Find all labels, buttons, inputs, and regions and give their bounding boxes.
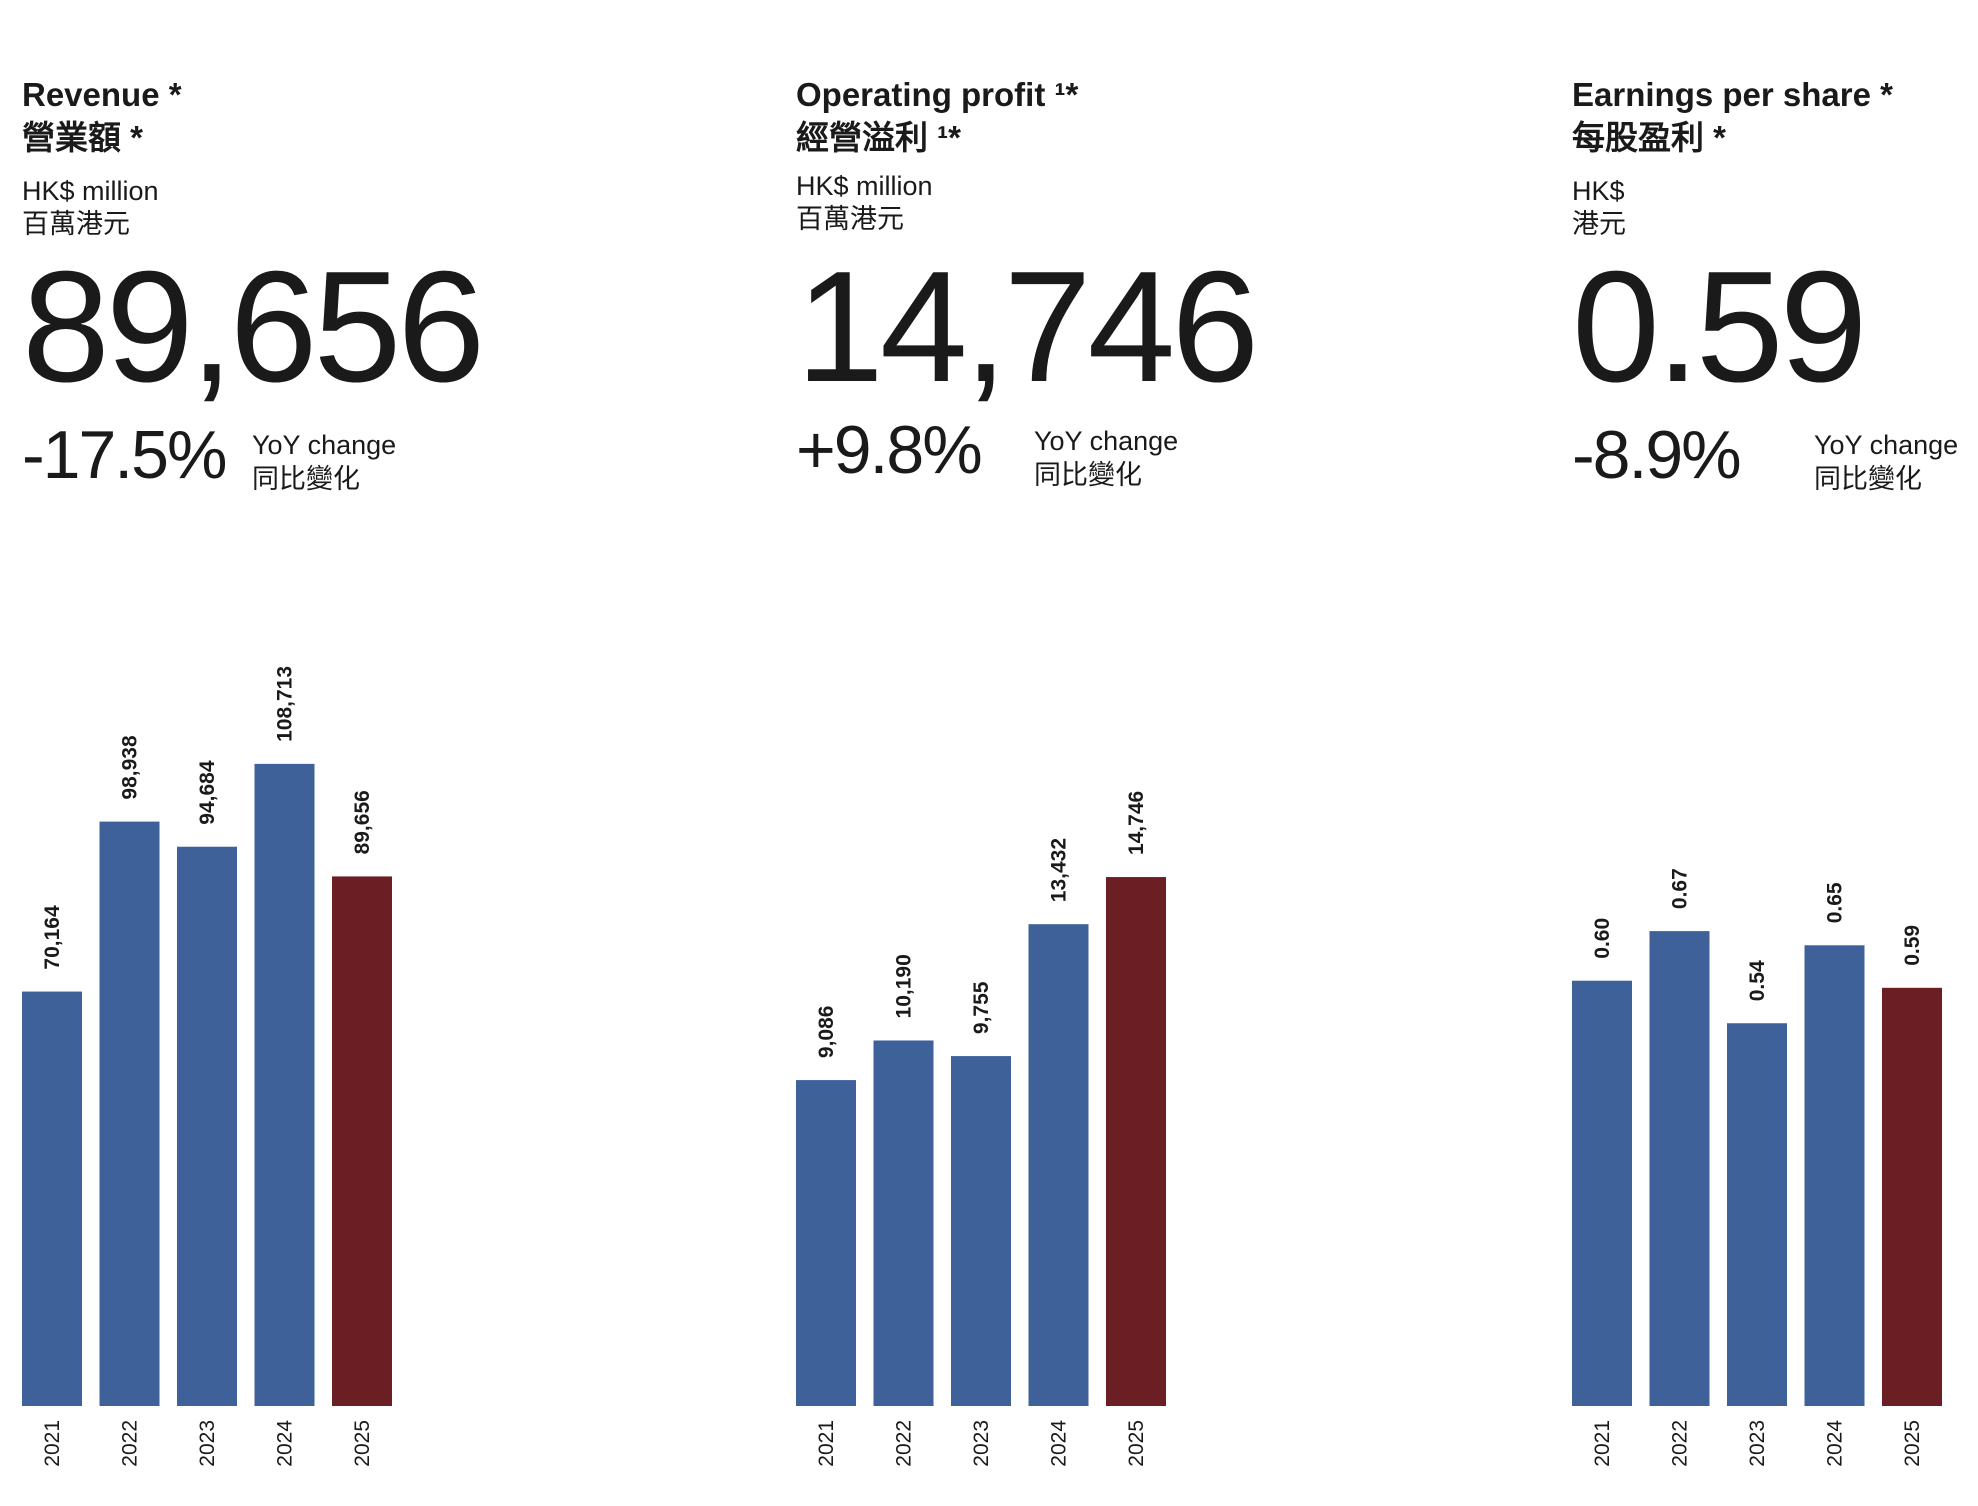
eps-unit-en: HK$ [1572, 176, 1625, 206]
eps-title-zh: 每股盈利 * [1572, 119, 1727, 156]
revenue-yoy-label-en: YoY change [252, 430, 397, 460]
bar-2022 [99, 821, 160, 1406]
revenue-title: Revenue * 營業額 * [22, 73, 182, 159]
bar-value-label: 9,086 [815, 1006, 838, 1059]
eps-title: Earnings per share * 每股盈利 * [1572, 73, 1893, 159]
year-tick-label: 2025 [1901, 1420, 1924, 1467]
bar-value-label: 70,164 [41, 905, 64, 970]
bar-2021 [1572, 980, 1632, 1406]
eps-value: 0.59 [1572, 239, 1868, 415]
bar-2022 [873, 1040, 934, 1406]
bar-value-label: 94,684 [196, 760, 219, 825]
revenue-value: 89,656 [22, 239, 485, 415]
operating-profit-bar-chart: 9,086 2021 10,190 2022 9,755 2023 13,432 2024 14… [796, 791, 1166, 1467]
eps-unit: HK$ 港元 [1572, 175, 1626, 241]
bar-2025 [332, 876, 392, 1406]
year-tick-label: 2023 [970, 1420, 993, 1467]
year-tick-label: 2024 [1048, 1420, 1071, 1467]
revenue-yoy-label: YoY change 同比變化 [252, 428, 396, 496]
bar-value-label: 89,656 [351, 790, 374, 854]
revenue-panel: Revenue * 營業額 * HK$ million 百萬港元 89,656 … [22, 0, 662, 1506]
bar-value-label: 0.67 [1669, 868, 1692, 909]
operating-profit-unit: HK$ million 百萬港元 [796, 170, 933, 236]
bar-value-label: 10,190 [893, 954, 916, 1018]
bar-2023 [177, 846, 237, 1406]
bar-2022 [1649, 931, 1710, 1406]
bar-value-label: 0.59 [1901, 925, 1924, 966]
bar-value-label: 13,432 [1048, 838, 1071, 902]
operating-profit-title-en: Operating profit ¹* [796, 76, 1079, 113]
bar-value-label: 0.54 [1746, 960, 1769, 1001]
year-tick-label: 2024 [1824, 1420, 1847, 1467]
year-tick-label: 2025 [1125, 1420, 1148, 1467]
bar-value-label: 98,938 [119, 735, 142, 800]
year-tick-label: 2025 [351, 1420, 374, 1467]
operating-profit-value: 14,746 [796, 239, 1259, 415]
bar-2025 [1106, 877, 1166, 1406]
operating-profit-yoy-label-en: YoY change [1034, 426, 1179, 456]
year-tick-label: 2024 [274, 1420, 297, 1467]
bar-value-label: 14,746 [1125, 791, 1148, 855]
operating-profit-yoy-label: YoY change 同比變化 [1034, 424, 1178, 492]
operating-profit-panel: Operating profit ¹* 經營溢利 ¹* HK$ million … [796, 0, 1436, 1506]
revenue-unit-en: HK$ million [22, 176, 159, 206]
revenue-title-en: Revenue * [22, 76, 182, 113]
bar-2024 [1804, 945, 1865, 1406]
eps-yoy: -8.9% [1572, 417, 1742, 493]
bar-2021 [22, 991, 82, 1406]
revenue-title-zh: 營業額 * [22, 119, 144, 156]
year-tick-label: 2021 [1591, 1420, 1614, 1467]
operating-profit-unit-zh: 百萬港元 [796, 204, 904, 234]
eps-yoy-label-zh: 同比變化 [1814, 464, 1922, 494]
eps-panel: Earnings per share * 每股盈利 * HK$ 港元 0.59 … [1572, 0, 1972, 1506]
operating-profit-title: Operating profit ¹* 經營溢利 ¹* [796, 73, 1078, 159]
bar-value-label: 0.60 [1591, 918, 1614, 959]
bar-value-label: 108,713 [274, 666, 297, 742]
revenue-unit-zh: 百萬港元 [22, 209, 130, 239]
operating-profit-yoy: +9.8% [796, 412, 983, 488]
operating-profit-yoy-label-zh: 同比變化 [1034, 460, 1142, 490]
operating-profit-unit-en: HK$ million [796, 171, 933, 201]
bar-2024 [254, 763, 315, 1406]
bar-2025 [1882, 987, 1942, 1406]
revenue-yoy: -17.5% [22, 417, 227, 493]
bar-2021 [796, 1080, 856, 1406]
revenue-unit: HK$ million 百萬港元 [22, 175, 159, 241]
bar-value-label: 9,755 [970, 981, 993, 1034]
bar-2023 [951, 1056, 1011, 1406]
bar-2023 [1727, 1023, 1787, 1406]
revenue-bar-chart: 70,164 2021 98,938 2022 94,684 2023 108,713 202… [22, 666, 392, 1467]
operating-profit-title-zh: 經營溢利 ¹* [796, 119, 961, 156]
eps-yoy-label-en: YoY change [1814, 430, 1959, 460]
eps-title-en: Earnings per share * [1572, 76, 1893, 113]
eps-yoy-label: YoY change 同比變化 [1814, 428, 1958, 496]
year-tick-label: 2021 [41, 1420, 64, 1467]
eps-unit-zh: 港元 [1572, 209, 1626, 239]
year-tick-label: 2021 [815, 1420, 838, 1467]
year-tick-label: 2023 [1746, 1420, 1769, 1467]
bar-2024 [1028, 924, 1089, 1406]
bar-value-label: 0.65 [1824, 882, 1847, 923]
year-tick-label: 2022 [893, 1420, 916, 1467]
eps-bar-chart: 0.60 2021 0.67 2022 0.54 2023 0.65 2024 0.59 2025 [1572, 868, 1942, 1467]
year-tick-label: 2023 [196, 1420, 219, 1467]
year-tick-label: 2022 [1669, 1420, 1692, 1467]
revenue-yoy-label-zh: 同比變化 [252, 464, 360, 494]
year-tick-label: 2022 [119, 1420, 142, 1467]
